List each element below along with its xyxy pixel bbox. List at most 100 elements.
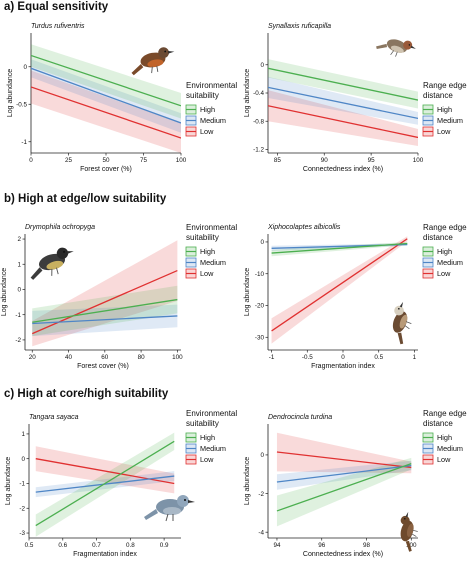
bird-illustration-synallaxis [376,39,416,57]
x-tick-label: 85 [274,157,282,164]
legend-label-low: Low [200,127,214,136]
legend-title-line-1: Environmental [186,81,237,90]
legend-label-low: Low [200,455,214,464]
y-tick-label: 1 [17,261,21,268]
series-line-medium [31,67,181,124]
y-tick-label: -0.8 [253,118,264,125]
legend-title-line-1: Range edge [423,223,467,232]
y-axis-label: Log abundance [244,69,251,117]
ci-band-low [268,90,418,146]
legend-title-line-2: suitability [186,419,219,428]
legend-label-high: High [200,105,215,114]
bird-illustration-drymophila [30,247,74,280]
ci-band-low [271,236,408,344]
x-tick-label: 0 [341,354,345,361]
bird-leg [404,325,410,330]
y-tick-label: -1 [19,481,25,488]
x-tick-label: 100 [172,354,183,361]
series-line-low [31,269,178,335]
y-tick-label: -4 [258,529,264,536]
x-axis-label: Forest cover (%) [77,363,129,370]
legend-title-line-2: distance [423,419,453,428]
y-tick-label: 0 [23,64,27,71]
bird-beak [167,50,175,54]
panel-xiphocolaptes-albicollis: Xiphocolaptes albicollis -1 -0.5 0 0.5 1 0 -10 -… [244,223,467,370]
legend-label-high: High [200,247,215,256]
plot-area [268,59,418,146]
y-tick-label: -30 [255,334,265,341]
species-title-drymophila-ochropyga: Drymophila ochropyga [25,224,95,231]
plot-area [271,236,408,344]
y-axis-label: Log abundance [244,268,251,316]
legend-label-low: Low [437,127,451,136]
x-tick-label: 0.5 [25,542,34,549]
x-tick-label: 100 [176,157,187,164]
legend-label-medium: Medium [200,444,226,453]
x-tick-label: 0.8 [126,542,135,549]
x-tick-label: 0.7 [92,542,101,549]
bird-leg [395,51,398,57]
bird-eye [398,308,400,310]
bird-illustration-turdus [131,47,175,76]
bird-leg [151,66,153,74]
y-tick-label: -2 [258,491,264,498]
bird-eye [164,50,167,53]
bird-beak [410,45,416,49]
species-title-synallaxis-ruficapilla: Synallaxis ruficapilla [268,23,331,30]
x-tick-label: 40 [65,354,73,361]
y-tick-label: -1 [15,312,21,319]
bird-illustration-dendrocincla [400,511,418,552]
panel-tangara-sayaca: Tangara sayaca 0.5 0.6 0.7 0.8 0.9 1 0 -1 -2 -3 Fra… [5,409,237,558]
x-tick-label: 25 [65,157,73,164]
x-tick-label: 95 [368,157,376,164]
y-tick-label: -3 [19,530,25,537]
legend-title-line-1: Environmental [186,223,237,232]
x-tick-label: 0 [29,157,33,164]
ci-band-low [31,70,181,153]
x-axis-label: Fragmentation index [73,551,137,558]
panel-turdus-rufiventris: Turdus rufiventris 0 25 50 75 100 0 -0.5 -1 Fores… [7,23,237,173]
bird-tail [30,267,43,280]
bird-belly [163,507,181,515]
bird-belly [147,59,164,68]
bird-belly [46,260,64,270]
y-tick-label: 0 [17,287,21,294]
series-line-low [31,86,181,139]
y-axis-label: Log abundance [7,69,14,117]
plot-area [35,432,175,537]
bird-leg [412,529,418,532]
y-tick-label: -20 [255,303,265,310]
y-tick-label: -1 [21,139,27,146]
y-tick-label: 0 [260,62,264,69]
series-line-high [31,54,181,107]
series-line-low [276,451,412,469]
series-line-medium [276,464,412,483]
bird-tail [131,63,144,76]
series-line-medium [268,86,418,120]
series-line-high [35,440,175,527]
x-tick-label: 0.9 [160,542,169,549]
section-title-b: b) High at edge/low suitability [4,193,167,205]
legend-title-line-2: suitability [186,233,219,242]
species-title-dendrocincla-turdina: Dendrocincla turdina [268,414,332,421]
bird-belly [399,314,408,329]
legend-title-line-2: distance [423,233,453,242]
x-tick-label: 98 [363,542,371,549]
legend-title-line-1: Environmental [186,409,237,418]
bird-leg [156,65,159,73]
bird-tail [144,509,158,520]
plot-area [31,240,178,347]
legend-label-high: High [437,247,452,256]
y-axis-label: Log abundance [1,268,8,316]
legend-label-medium: Medium [437,116,463,125]
bird-eye [184,499,186,501]
legend-title-line-1: Range edge [423,409,467,418]
y-tick-label: -1.2 [253,147,264,154]
x-tick-label: 90 [321,157,329,164]
legend-label-medium: Medium [437,444,463,453]
x-tick-label: 0.6 [58,542,67,549]
legend-label-low: Low [437,269,451,278]
legend-label-medium: Medium [200,116,226,125]
ci-band-low [32,240,178,347]
x-tick-label: 96 [318,542,326,549]
